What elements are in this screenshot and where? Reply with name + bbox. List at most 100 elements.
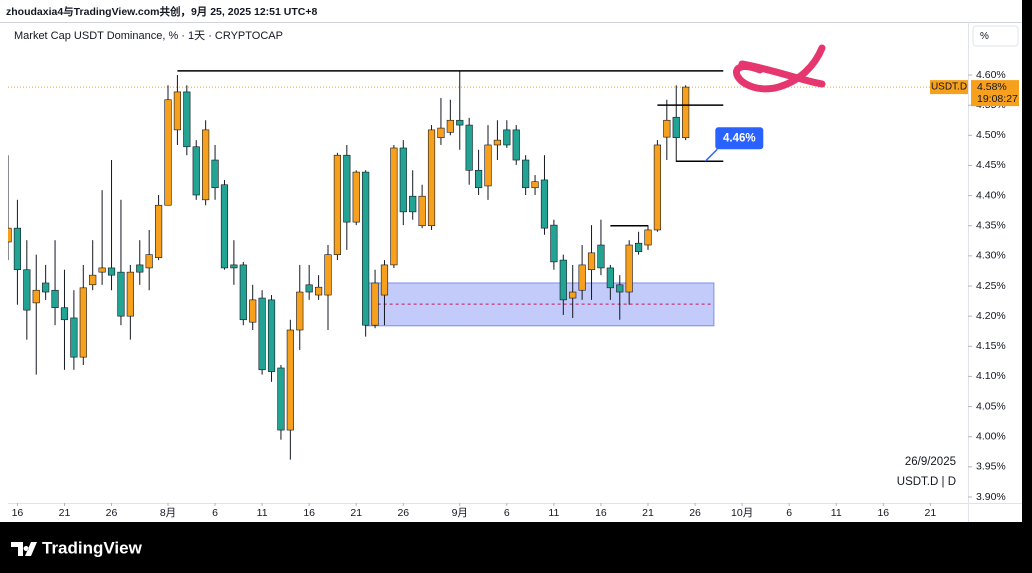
y-tick-label: 4.05%: [976, 400, 1006, 412]
candle-body: [427, 129, 436, 227]
candle-body: [23, 269, 31, 311]
candle-body: [343, 154, 351, 223]
countdown-label: 19:08:27: [977, 93, 1018, 105]
candle-body: [597, 244, 605, 269]
candle-body: [305, 284, 313, 293]
background: [0, 0, 1022, 522]
candle-body: [634, 242, 643, 252]
candle-body: [32, 289, 40, 304]
candle-body: [42, 282, 50, 293]
candle-body: [220, 184, 229, 269]
candle-body: [136, 264, 144, 273]
y-tick-label: 4.00%: [976, 430, 1006, 442]
chart-title: Market Cap USDT Dominance, % · 1天 · CRYP…: [14, 30, 283, 42]
x-tick-label: 21: [642, 507, 654, 519]
x-tick-label: 11: [257, 507, 268, 519]
candle-body: [559, 259, 567, 301]
candle-body: [333, 154, 342, 255]
candle-body: [51, 289, 59, 309]
candle-body: [145, 254, 153, 269]
candle-body: [267, 299, 276, 372]
candle-body: [409, 195, 417, 213]
candle-body: [117, 271, 125, 317]
x-tick-label: 10月: [731, 507, 753, 519]
candle-body: [183, 91, 191, 148]
y-tick-label: 4.60%: [976, 69, 1006, 81]
candle-body: [569, 291, 577, 299]
y-tick-label: 3.90%: [976, 491, 1006, 503]
x-tick-label: 6: [212, 507, 218, 519]
candle-body: [522, 159, 530, 189]
candle-body: [70, 317, 78, 358]
candle-body: [324, 254, 332, 296]
date-label: 26/9/2025: [905, 456, 956, 468]
x-tick-label: 8月: [160, 507, 176, 519]
candle-body: [89, 274, 97, 286]
candle-body: [446, 119, 454, 133]
y-tick-label: 4.10%: [976, 370, 1006, 382]
candle-body: [230, 264, 238, 269]
candle-body: [465, 124, 473, 171]
candle-body: [13, 227, 22, 271]
x-tick-label: 16: [303, 507, 315, 519]
candle-body: [550, 224, 558, 263]
candle-body: [503, 129, 511, 146]
brand-name: TradingView: [42, 538, 143, 557]
y-tick-label: 4.45%: [976, 159, 1006, 171]
candle-body: [682, 86, 690, 139]
x-tick-label: 16: [877, 507, 889, 519]
candle-body: [616, 284, 624, 293]
x-tick-label: 11: [548, 507, 559, 519]
scribble: [733, 44, 826, 93]
y-tick-label: 4.25%: [976, 280, 1006, 292]
candle-body: [531, 181, 539, 189]
candle-body: [390, 147, 398, 266]
y-tick-label: 4.40%: [976, 189, 1006, 201]
candle-body: [126, 271, 134, 317]
x-tick-label: 26: [106, 507, 118, 519]
x-tick-label: 11: [831, 507, 842, 519]
x-tick-label: 26: [689, 507, 701, 519]
y-tick-label: 4.35%: [976, 220, 1006, 232]
candle-body: [663, 119, 671, 138]
candle-body: [173, 91, 182, 131]
candle-body: [380, 264, 389, 296]
candle-body: [418, 195, 426, 227]
candle-body: [211, 159, 219, 189]
candle-body: [653, 144, 662, 231]
candle-body: [352, 171, 360, 223]
candle-body: [371, 282, 379, 326]
x-tick-label: 26: [397, 507, 409, 519]
callout-label: 4.46%: [723, 132, 756, 144]
candle-body: [202, 129, 210, 201]
unit-button-label[interactable]: %: [980, 31, 989, 42]
symbol-tag-label: USDT.D: [931, 82, 967, 93]
x-tick-label: 16: [12, 507, 24, 519]
candle-body: [484, 144, 492, 187]
unit-button[interactable]: [972, 25, 1019, 47]
x-tick-label: 16: [595, 507, 607, 519]
x-tick-label: 6: [504, 507, 510, 519]
candle-body: [437, 127, 445, 139]
price-tag: [971, 80, 1019, 107]
candle-body: [399, 147, 407, 213]
price-tag-label: 4.58%: [977, 81, 1007, 93]
candle-body: [286, 329, 294, 431]
callout-pointer: [704, 148, 718, 162]
brand-logo: TradingView: [11, 538, 143, 557]
candle-body: [154, 204, 163, 258]
candle-body: [60, 307, 69, 321]
candle-body: [362, 171, 370, 326]
y-tick-label: 4.15%: [976, 340, 1006, 352]
symbol-tag: [930, 80, 968, 95]
x-tick-label: 21: [59, 507, 71, 519]
candle-body: [578, 264, 586, 291]
candle-body: [107, 267, 116, 276]
candle-body: [296, 291, 304, 331]
candle-body: [249, 299, 257, 323]
candle-body: [512, 129, 520, 161]
candle-body: [192, 146, 200, 196]
candle-body: [98, 267, 106, 273]
